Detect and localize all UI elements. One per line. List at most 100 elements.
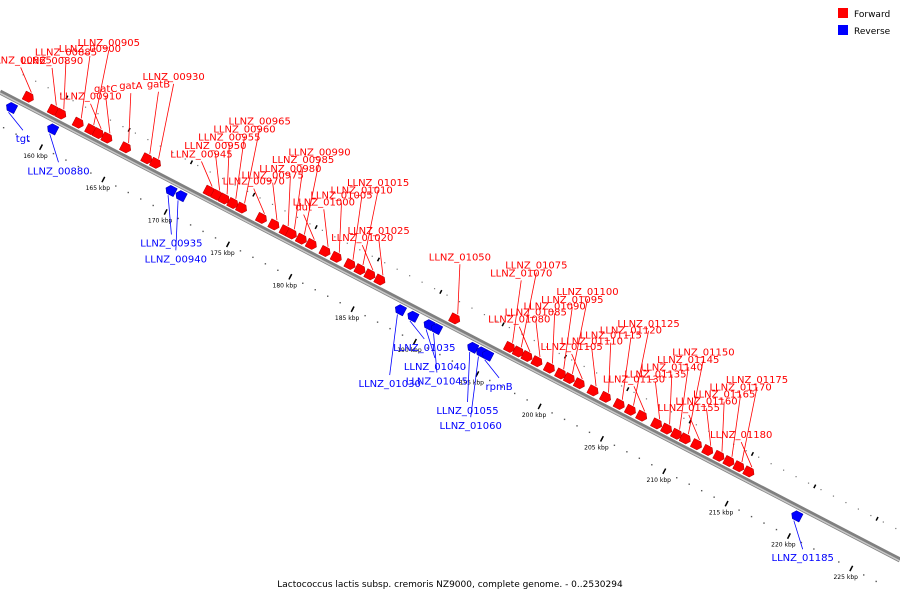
axis-major-tick xyxy=(786,533,791,540)
axis-upper-tick xyxy=(439,289,443,295)
forward-gene-arrow xyxy=(373,273,386,286)
gene-label: LLNZ_01095 xyxy=(541,295,603,306)
minor-tick-dot xyxy=(558,352,560,355)
forward-gene-arrow xyxy=(363,268,376,281)
legend-reverse-label: Reverse xyxy=(854,27,891,37)
minor-tick-dot xyxy=(688,483,690,485)
axis-tick-label: 210 kbp xyxy=(647,477,672,484)
minor-tick-dot xyxy=(109,119,112,121)
gene-label: LLNZ_00955 xyxy=(198,132,260,143)
gene-label: LLNZ_00960 xyxy=(213,124,275,135)
forward-gene-arrow xyxy=(542,361,555,374)
gene-label: LLNZ_00945 xyxy=(170,149,232,160)
axis-tick-label: 180 kbp xyxy=(273,282,298,289)
axis-tick-label: 160 kbp xyxy=(23,153,48,160)
gene-label: LLNZ_01090 xyxy=(523,302,585,313)
minor-tick-dot xyxy=(15,133,17,135)
gene-label: LLNZ_00940 xyxy=(145,254,207,265)
minor-tick-dot xyxy=(745,450,747,452)
minor-tick-dot xyxy=(783,469,785,471)
forward-gene-arrow xyxy=(732,460,745,473)
axis-major-tick xyxy=(537,403,542,410)
forward-gene-arrow xyxy=(54,107,67,120)
minor-tick-dot xyxy=(620,385,623,387)
gene-label: LLNZ_00890 xyxy=(21,56,83,67)
minor-tick-dot xyxy=(197,164,199,167)
forward-gene-arrow xyxy=(612,397,625,410)
forward-gene-arrow xyxy=(254,211,267,224)
gene-label: LLNZ_00910 xyxy=(59,92,121,103)
gene-leader-line xyxy=(323,209,329,247)
minor-tick-dot xyxy=(633,391,635,393)
gene-leader-line xyxy=(688,414,700,441)
map-caption: Lactococcus lactis subsp. cremoris NZ900… xyxy=(277,580,623,590)
forward-gene-arrow xyxy=(659,422,673,435)
gene-leader-line xyxy=(352,197,363,260)
gene-label: LLNZ_00880 xyxy=(27,166,89,177)
reverse-gene-arrow xyxy=(395,304,408,317)
gene-label: LLNZ_01115 xyxy=(580,331,642,342)
gene-leader-line xyxy=(175,200,179,251)
legend-forward-label: Forward xyxy=(854,10,890,20)
gene-label: LLNZ_01075 xyxy=(505,260,567,271)
gene-leader-line xyxy=(167,195,172,235)
minor-tick-dot xyxy=(807,482,810,484)
minor-tick-dot xyxy=(327,295,329,297)
forward-gene-arrow xyxy=(502,340,515,353)
axis-upper-tick xyxy=(501,322,505,327)
gene-label: LLNZ_01060 xyxy=(440,421,502,432)
gene-leader-line xyxy=(563,306,573,370)
reverse-gene-arrow xyxy=(175,190,188,203)
minor-tick-dot xyxy=(638,457,641,459)
axis-upper-tick xyxy=(252,192,256,197)
axis-tick-label: 190 kbp xyxy=(397,347,422,354)
minor-tick-dot xyxy=(239,250,242,252)
gene-leader-line xyxy=(721,401,725,452)
gene-label: LLNZ_01180 xyxy=(710,430,772,441)
forward-gene-arrow xyxy=(635,409,648,422)
gene-leader-line xyxy=(214,152,221,191)
forward-gene-arrow xyxy=(650,417,663,430)
gene-leader-line xyxy=(226,144,230,195)
minor-tick-dot xyxy=(571,359,573,361)
forward-gene-arrow xyxy=(678,432,691,445)
reverse-gene-arrow xyxy=(6,102,19,115)
minor-tick-dot xyxy=(483,313,486,316)
minor-tick-dot xyxy=(551,412,553,414)
gene-leader-line xyxy=(244,128,261,204)
gene-label: LLNZ_01070 xyxy=(490,268,552,279)
legend-reverse-swatch xyxy=(838,25,848,35)
forward-gene-arrow xyxy=(562,371,575,385)
axis-upper-tick xyxy=(314,224,318,230)
gene-label: LLNZ_00985 xyxy=(272,155,334,166)
axis-tick-label: 220 kbp xyxy=(771,542,796,549)
gene-label: LLNZ_01030 xyxy=(359,379,421,390)
forward-gene-arrow xyxy=(226,196,239,210)
minor-tick-dot xyxy=(189,224,192,226)
gene-labels: LLNZ_00865LLNZ_00890LLNZ_00885LLNZ_00900… xyxy=(0,38,834,564)
minor-tick-dot xyxy=(209,171,211,173)
legend-forward-swatch xyxy=(838,8,848,18)
forward-gene-arrow xyxy=(722,454,735,467)
forward-gene-arrow xyxy=(21,90,34,103)
reverse-gene-arrow xyxy=(467,341,480,354)
gene-leader-line xyxy=(425,329,436,359)
minor-tick-dot xyxy=(246,190,249,193)
forward-gene-arrow xyxy=(148,156,161,169)
minor-tick-dot xyxy=(376,321,379,323)
minor-tick-dot xyxy=(713,496,715,498)
axis-upper-tick xyxy=(65,95,69,100)
minor-tick-dot xyxy=(334,236,336,238)
minor-tick-dot xyxy=(458,301,461,303)
minor-tick-dot xyxy=(140,198,142,200)
gene-label: LLNZ_01170 xyxy=(709,382,771,393)
axis-tick-label: 170 kbp xyxy=(148,218,173,225)
gene-label: LLNZ_01010 xyxy=(331,185,393,196)
gene-label: gatC xyxy=(94,84,117,95)
minor-tick-dot xyxy=(526,399,528,401)
minor-tick-dot xyxy=(875,580,877,583)
minor-tick-dot xyxy=(65,159,67,161)
minor-tick-dot xyxy=(147,138,149,141)
gene-leader-line xyxy=(679,367,689,430)
gene-label: LLNZ_00935 xyxy=(140,238,202,249)
